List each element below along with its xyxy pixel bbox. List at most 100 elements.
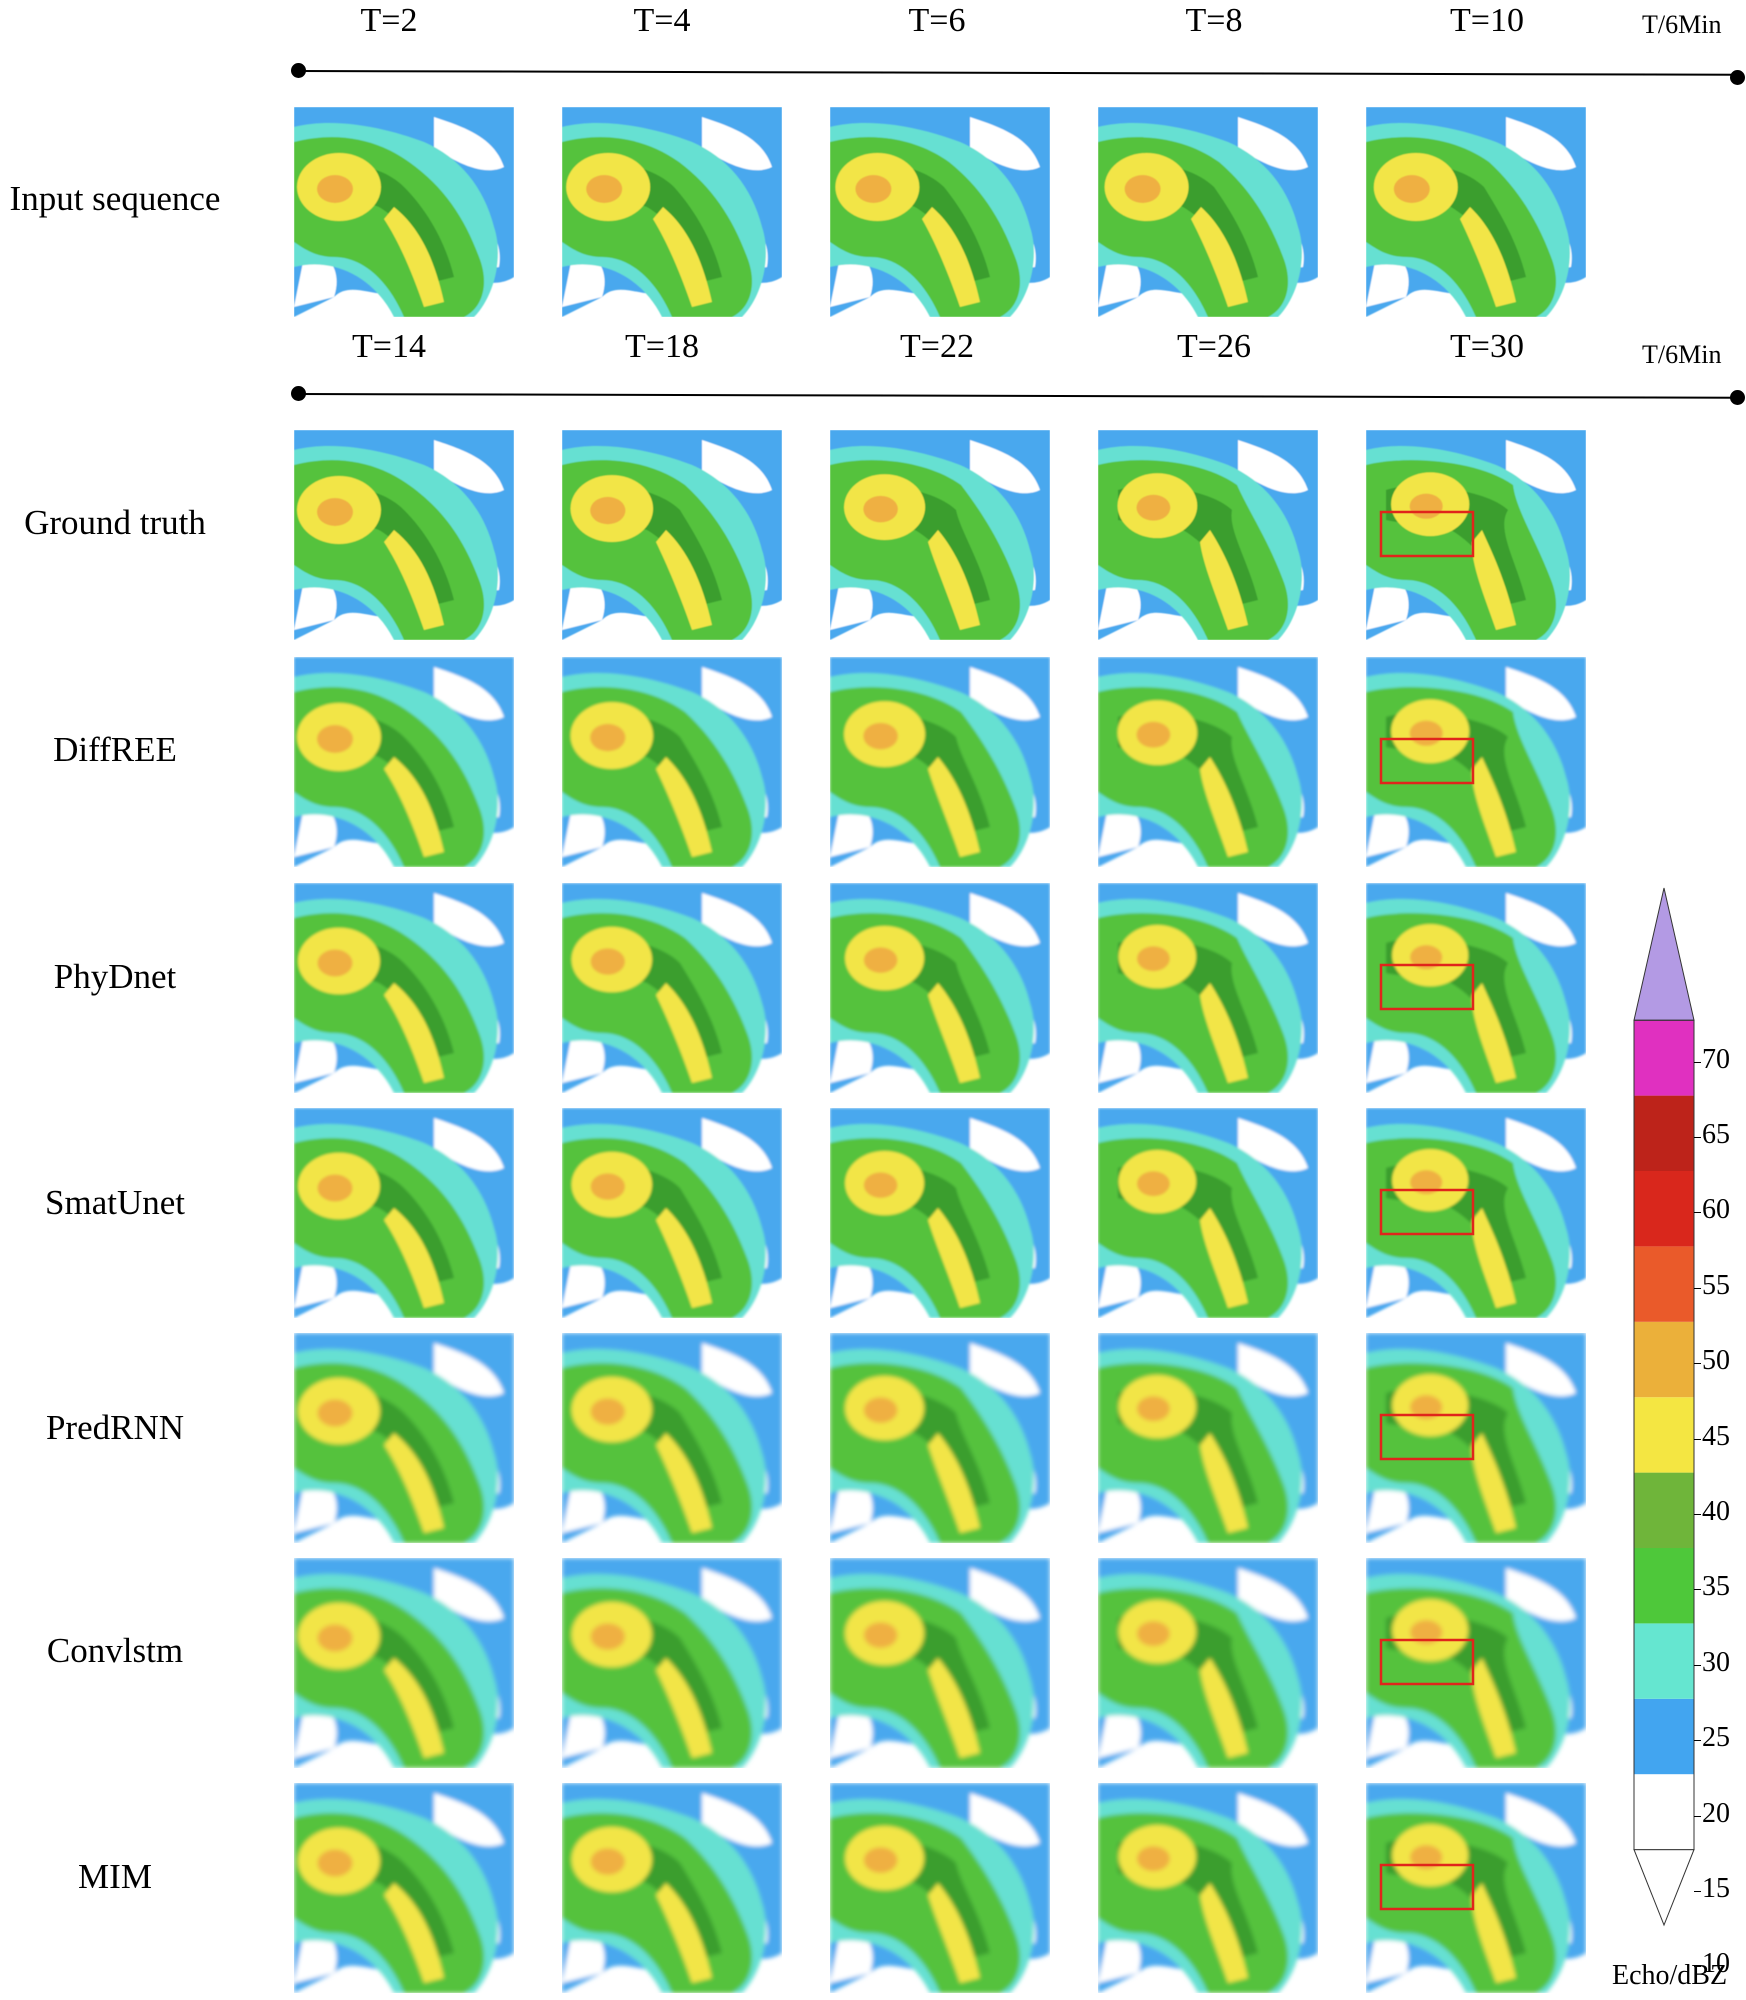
highlight-region-box <box>1379 1863 1475 1911</box>
row-label-diffree: DiffREE <box>53 730 177 769</box>
colorbar-tick-mark <box>1694 1514 1701 1516</box>
radar-echo-panel-r7-c4 <box>1098 1558 1318 1768</box>
input-time-label-5: T=10 <box>1450 2 1524 39</box>
radar-echo-panel-r5-c3 <box>830 1108 1050 1318</box>
radar-echo-panel-r5-c5 <box>1366 1108 1586 1318</box>
colorbar-tick-mark <box>1694 1061 1701 1063</box>
radar-echo-panel-r6-c4 <box>1098 1333 1318 1543</box>
radar-echo-panel-r2-c4 <box>1098 430 1318 640</box>
colorbar-tick-30: 30 <box>1702 1646 1730 1678</box>
radar-echo-panel-r2-c2 <box>562 430 782 640</box>
output-timeline-axis <box>297 393 1738 399</box>
radar-echo-panel-r5-c1 <box>294 1108 514 1318</box>
colorbar-tick-mark <box>1694 1589 1701 1591</box>
output-time-label-4: T=26 <box>1177 328 1251 365</box>
radar-echo-panel-r4-c5 <box>1366 883 1586 1093</box>
row-label-ground-truth: Ground truth <box>24 503 206 542</box>
colorbar-bin-5 <box>1634 1472 1694 1548</box>
echo-colorbar <box>1633 887 1695 1927</box>
radar-echo-panel-r1-c3 <box>830 107 1050 317</box>
colorbar-bin-6 <box>1634 1397 1694 1473</box>
colorbar-tick-20: 20 <box>1702 1797 1730 1829</box>
colorbar-bin-below-15 <box>1633 1849 1695 1927</box>
radar-echo-panel-r8-c3 <box>830 1783 1050 1993</box>
radar-echo-panel-r6-c1 <box>294 1333 514 1543</box>
colorbar-tick-25: 25 <box>1702 1722 1730 1754</box>
colorbar-bin-above-70 <box>1633 887 1695 1021</box>
colorbar-bin-1 <box>1634 1774 1694 1850</box>
colorbar-tick-35: 35 <box>1702 1571 1730 1603</box>
highlight-region-box <box>1379 510 1475 558</box>
radar-echo-panel-r7-c1 <box>294 1558 514 1768</box>
radar-echo-panel-r3-c3 <box>830 657 1050 867</box>
colorbar-tick-mark <box>1694 1815 1701 1817</box>
highlight-region-box <box>1379 963 1475 1011</box>
radar-echo-panel-r8-c5 <box>1366 1783 1586 1993</box>
radar-echo-panel-r3-c1 <box>294 657 514 867</box>
input-timeline-end-dot <box>1730 70 1745 85</box>
radar-echo-panel-r1-c2 <box>562 107 782 317</box>
highlight-region-box <box>1379 737 1475 785</box>
output-time-label-1: T=14 <box>352 328 426 365</box>
highlight-region-box <box>1379 1188 1475 1236</box>
colorbar-tick-15: 15 <box>1702 1873 1730 1905</box>
input-timeline-start-dot <box>291 63 306 78</box>
row-label-convlstm: Convlstm <box>46 1631 184 1670</box>
row-label-predrnn: PredRNN <box>45 1408 185 1447</box>
input-time-label-1: T=2 <box>360 2 418 39</box>
radar-echo-panel-r3-c2 <box>562 657 782 867</box>
input-timeline-axis <box>297 70 1738 76</box>
radar-echo-panel-r4-c1 <box>294 883 514 1093</box>
output-timeline-end-dot <box>1730 390 1745 405</box>
colorbar-tick-mark <box>1694 1287 1701 1289</box>
colorbar-tick-mark <box>1694 1438 1701 1440</box>
radar-echo-panel-r7-c2 <box>562 1558 782 1768</box>
colorbar-tick-mark <box>1694 1664 1701 1666</box>
colorbar-bin-4 <box>1634 1548 1694 1624</box>
row-label-mim: MIM <box>78 1857 152 1896</box>
colorbar-tick-40: 40 <box>1702 1496 1730 1528</box>
colorbar-tick-50: 50 <box>1702 1345 1730 1377</box>
input-time-label-4: T=8 <box>1185 2 1243 39</box>
row-label-input-sequence: Input sequence <box>9 179 221 218</box>
radar-echo-panel-r6-c5 <box>1366 1333 1586 1543</box>
colorbar-bin-2 <box>1634 1698 1694 1775</box>
row-label-phydnet: PhyDnet <box>53 957 177 996</box>
colorbar-outline <box>1633 1019 1695 1851</box>
radar-echo-panel-r4-c2 <box>562 883 782 1093</box>
radar-echo-panel-r8-c2 <box>562 1783 782 1993</box>
radar-echo-panel-r1-c1 <box>294 107 514 317</box>
colorbar-tick-55: 55 <box>1702 1269 1730 1301</box>
radar-echo-panel-r7-c3 <box>830 1558 1050 1768</box>
radar-echo-panel-r1-c4 <box>1098 107 1318 317</box>
colorbar-bin-3 <box>1634 1623 1694 1699</box>
colorbar-tick-70: 70 <box>1702 1043 1730 1075</box>
radar-echo-panel-r6-c3 <box>830 1333 1050 1543</box>
radar-echo-panel-r2-c1 <box>294 430 514 640</box>
radar-echo-panel-r5-c2 <box>562 1108 782 1318</box>
radar-echo-panel-r7-c5 <box>1366 1558 1586 1768</box>
input-time-unit: T/6Min <box>1642 10 1722 39</box>
radar-echo-panel-r8-c1 <box>294 1783 514 1993</box>
highlight-region-box <box>1379 1638 1475 1686</box>
colorbar-tick-mark <box>1694 1363 1701 1365</box>
colorbar-bin-11 <box>1634 1020 1694 1096</box>
radar-echo-panel-r4-c3 <box>830 883 1050 1093</box>
colorbar-bin-10 <box>1634 1095 1694 1171</box>
input-time-label-2: T=4 <box>633 2 691 39</box>
colorbar-bin-8 <box>1634 1246 1694 1322</box>
output-time-label-2: T=18 <box>625 328 699 365</box>
colorbar-tick-mark <box>1694 1212 1701 1214</box>
colorbar-tick-10: 10 <box>1702 1948 1730 1980</box>
output-timeline-start-dot <box>291 386 306 401</box>
radar-echo-panel-r3-c4 <box>1098 657 1318 867</box>
colorbar-tick-mark <box>1694 1966 1701 1968</box>
output-time-label-3: T=22 <box>900 328 974 365</box>
radar-echo-panel-r2-c3 <box>830 430 1050 640</box>
radar-echo-panel-r6-c2 <box>562 1333 782 1543</box>
output-time-unit: T/6Min <box>1642 340 1722 369</box>
colorbar-tick-mark <box>1694 1740 1701 1742</box>
radar-echo-panel-r8-c4 <box>1098 1783 1318 1993</box>
colorbar-tick-60: 60 <box>1702 1194 1730 1226</box>
colorbar-bin-7 <box>1634 1321 1694 1398</box>
